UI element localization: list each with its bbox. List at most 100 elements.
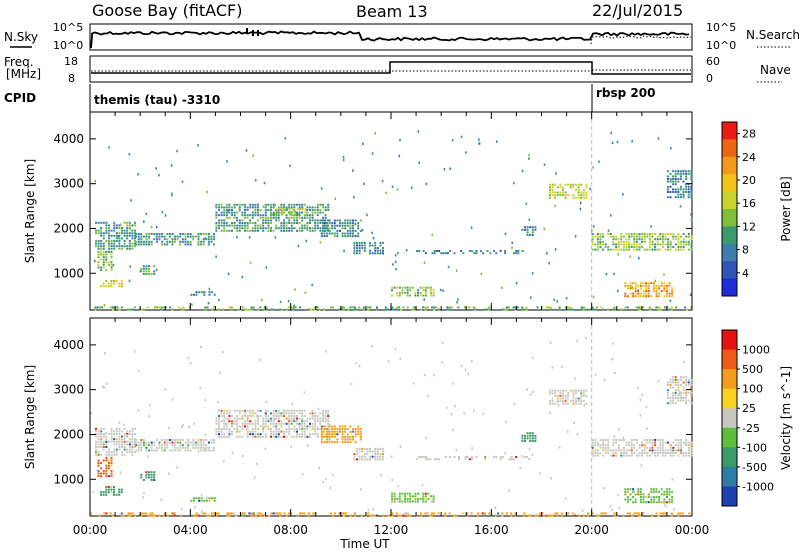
range-cell	[645, 290, 648, 292]
range-cell	[236, 420, 239, 423]
echo-cell	[231, 451, 234, 454]
range-cell	[218, 415, 220, 417]
range-cell	[424, 512, 427, 515]
range-cell	[617, 238, 620, 241]
range-cell	[655, 295, 658, 298]
range-cell	[690, 452, 693, 454]
echo-cell	[447, 265, 450, 269]
range-cell	[128, 221, 131, 224]
echo-cell	[118, 421, 121, 425]
range-cell	[320, 235, 323, 238]
range-cell	[320, 219, 323, 222]
range-cell	[153, 441, 156, 444]
range-cell	[102, 433, 105, 435]
range-cell	[131, 435, 134, 438]
range-cell	[296, 229, 298, 232]
range-cell	[213, 499, 216, 502]
range-cell	[285, 222, 288, 224]
range-cell	[288, 216, 291, 219]
range-cell	[213, 306, 216, 309]
range-cell	[472, 306, 475, 309]
echo-cell	[105, 432, 107, 435]
range-cell	[331, 425, 334, 428]
range-cell	[303, 224, 306, 227]
colorbar-tick-label: 25	[742, 402, 756, 415]
range-cell	[150, 444, 153, 447]
echo-cell	[148, 415, 150, 418]
echo-cell	[319, 241, 322, 244]
range-cell	[344, 232, 347, 235]
x-tick-label: 00:00	[675, 523, 710, 537]
range-cell	[316, 433, 319, 436]
range-cell	[635, 512, 638, 515]
range-cell	[551, 389, 554, 392]
range-cell	[669, 185, 672, 188]
range-cell	[270, 420, 272, 423]
range-cell	[612, 235, 615, 238]
range-cell	[674, 449, 677, 452]
echo-cell	[480, 272, 483, 276]
range-cell	[398, 497, 401, 500]
range-cell	[558, 306, 561, 309]
range-cell	[197, 243, 200, 246]
range-cell	[422, 492, 425, 495]
range-cell	[690, 243, 693, 246]
range-cell	[680, 240, 683, 243]
range-cell	[569, 308, 572, 311]
range-cell	[668, 493, 671, 496]
range-cell	[373, 514, 376, 517]
range-cell	[620, 248, 623, 251]
range-cell	[671, 290, 674, 292]
range-cell	[319, 417, 322, 420]
range-cell	[97, 240, 100, 242]
range-cell	[594, 444, 597, 447]
range-cell	[299, 512, 301, 515]
range-cell	[639, 295, 642, 298]
range-cell	[620, 308, 623, 311]
range-cell	[121, 440, 123, 443]
range-cell	[556, 397, 559, 400]
range-cell	[288, 206, 291, 209]
range-cell	[145, 265, 148, 268]
range-cell	[246, 422, 249, 425]
range-cell	[248, 308, 251, 311]
range-cell	[427, 492, 430, 495]
range-cell	[635, 240, 638, 243]
range-cell	[612, 449, 615, 452]
range-cell	[384, 308, 387, 311]
range-cell	[344, 222, 347, 225]
range-cell	[429, 458, 432, 461]
range-cell	[228, 224, 231, 227]
range-cell	[497, 512, 499, 515]
range-cell	[95, 229, 97, 232]
range-cell	[638, 235, 641, 238]
range-cell	[685, 243, 688, 246]
range-cell	[398, 492, 401, 495]
range-cell	[660, 282, 663, 285]
range-cell	[105, 491, 108, 494]
range-cell	[123, 433, 126, 435]
range-cell	[464, 456, 467, 458]
range-cell	[163, 444, 166, 447]
range-cell	[615, 449, 618, 452]
range-cell	[275, 422, 278, 425]
range-cell	[181, 233, 184, 235]
range-cell	[171, 512, 174, 515]
range-cell	[665, 290, 668, 292]
range-cell	[97, 451, 100, 454]
echo-cell	[208, 287, 211, 291]
range-cell	[110, 280, 113, 282]
range-cell	[534, 226, 537, 229]
range-cell	[118, 232, 121, 235]
range-cell	[668, 308, 671, 311]
range-cell	[349, 441, 352, 444]
range-cell	[293, 415, 296, 417]
range-cell	[628, 248, 631, 251]
echo-cell	[283, 409, 285, 412]
range-cell	[448, 308, 451, 311]
range-cell	[208, 514, 211, 517]
range-cell	[218, 435, 220, 438]
range-cell	[336, 433, 339, 436]
range-cell	[666, 384, 669, 386]
range-cell	[680, 235, 683, 238]
